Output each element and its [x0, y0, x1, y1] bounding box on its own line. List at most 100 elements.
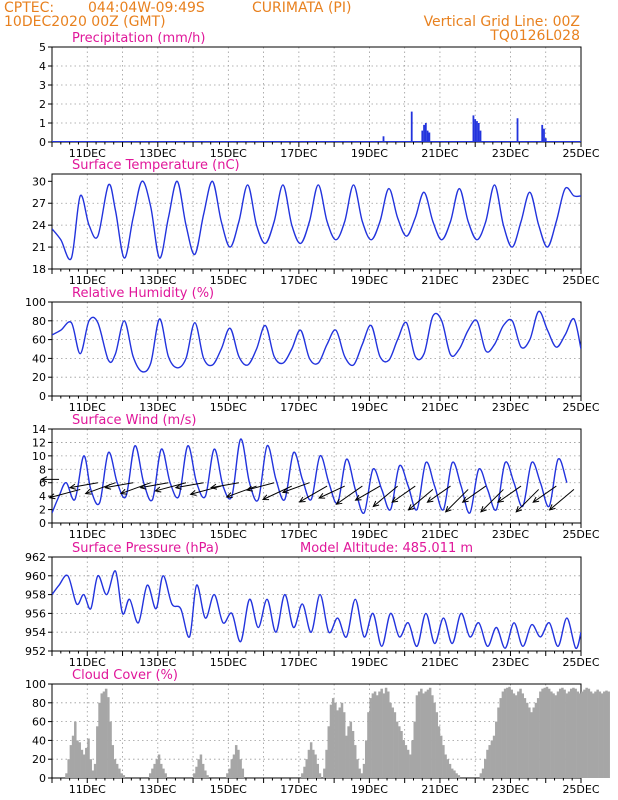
cloud-bar	[558, 688, 562, 778]
cloud-bar	[565, 693, 569, 778]
wind-arrow	[354, 485, 381, 501]
cloud-bar	[206, 775, 209, 778]
cloud-bar	[151, 768, 154, 778]
cloud-bar	[406, 749, 410, 778]
cloud-bar	[479, 773, 483, 778]
panel-title: Surface Wind (m/s)	[72, 413, 196, 428]
wind-arrow-head	[354, 494, 362, 501]
y-tick-label: 80	[32, 315, 46, 328]
y-tick-label: 14	[32, 423, 46, 436]
y-tick-label: 952	[25, 645, 46, 658]
wind-arrow-shaft	[246, 482, 275, 491]
x-tick-label: 13DEC	[139, 401, 176, 414]
cloud-bar	[428, 687, 432, 778]
x-tick-label: 21DEC	[421, 401, 458, 414]
x-tick-label: 19DEC	[351, 528, 388, 541]
x-tick-label: 25DEC	[562, 147, 599, 160]
wind-arrow-head	[245, 485, 253, 492]
x-tick-label: 25DEC	[562, 783, 599, 796]
cloud-bar	[237, 749, 240, 778]
header-model-code: TQ0126L028	[489, 28, 580, 44]
y-tick-label: 2	[39, 98, 46, 111]
x-tick-label: 11DEC	[69, 783, 106, 796]
cloud-bar	[314, 754, 317, 778]
y-tick-label: 100	[25, 296, 46, 309]
cloud-bar	[417, 691, 421, 778]
cloud-bar	[435, 712, 439, 778]
cloud-bar	[201, 763, 205, 778]
x-tick-label: 23DEC	[492, 401, 529, 414]
x-tick-label: 11DEC	[69, 401, 106, 414]
wind-arrow-head	[281, 487, 289, 494]
cloud-bar	[490, 740, 494, 778]
wind-arrow-head	[154, 486, 162, 493]
y-tick-label: 0	[39, 517, 46, 530]
cloud-bar	[587, 688, 591, 778]
y-tick-label: 20	[32, 371, 46, 384]
y-tick-label: 3	[39, 79, 46, 92]
wind-arrow-head	[480, 506, 487, 513]
wind-arrow	[189, 485, 222, 496]
wind-arrow-head	[372, 500, 380, 508]
cloud-bar	[378, 691, 381, 778]
cloud-bar	[523, 698, 527, 778]
cloud-bar	[80, 749, 84, 778]
cloud-bar	[342, 712, 346, 778]
cloud-bar	[364, 740, 368, 778]
cloud-bar	[528, 707, 531, 778]
wind-arrow-head	[496, 496, 504, 503]
cloud-bar	[239, 759, 242, 778]
cloud-bar	[303, 766, 306, 778]
precip-bar	[544, 138, 547, 142]
cloud-bar	[67, 759, 70, 778]
cloud-bar	[226, 773, 229, 778]
panel-title: Precipitation (mm/h)	[72, 31, 205, 46]
cloud-bar	[85, 747, 88, 778]
panel-annotation: Model Altitude: 485.011 m	[300, 541, 473, 556]
wind-arrow	[318, 485, 345, 499]
cloud-bar	[506, 687, 509, 778]
cloud-bar	[583, 689, 586, 778]
cloud-bar	[305, 759, 308, 778]
wind-arrow-head	[119, 488, 127, 495]
x-tick-label: 25DEC	[562, 528, 599, 541]
cloud-bar	[512, 693, 516, 778]
cloud-bar	[589, 691, 593, 778]
cloud-bar	[204, 770, 207, 778]
cloud-bar	[153, 763, 156, 778]
cloud-bar	[160, 763, 163, 778]
cloud-bar	[358, 768, 361, 778]
cloud-bar	[495, 721, 498, 778]
cloud-bar	[391, 707, 394, 778]
cloud-bar	[521, 693, 524, 778]
x-tick-label: 23DEC	[492, 783, 529, 796]
header-source: CPTEC:	[4, 0, 54, 16]
wind-arrow-head	[515, 506, 523, 513]
cloud-bar	[600, 693, 604, 778]
cloud-bar	[74, 721, 77, 778]
cloud-bar	[387, 691, 390, 778]
cloud-bar	[501, 691, 505, 778]
cloud-bar	[545, 686, 549, 778]
panel-pressure: 952 954 956 958 960 962 11DEC 13DEC 15DEC 17DEC 19…	[25, 541, 600, 669]
cloud-bar	[312, 749, 315, 778]
cloud-bar	[107, 697, 110, 778]
cloud-bar	[241, 768, 245, 778]
cloud-bar	[543, 687, 547, 778]
wind-arrow-head	[48, 493, 56, 500]
cloud-bar	[89, 759, 92, 778]
wind-arrow-shaft	[549, 489, 575, 511]
cloud-bar	[508, 686, 511, 778]
cloud-bar	[439, 735, 443, 778]
wind-arrow-shaft	[497, 485, 522, 503]
wind-arrow-head	[407, 504, 415, 511]
cloud-bar	[309, 742, 313, 778]
wind-arrow-head	[532, 496, 540, 503]
cloud-bar	[345, 735, 348, 778]
wind-arrow-head	[189, 489, 197, 496]
cloud-bar	[404, 745, 408, 778]
x-tick-label: 25DEC	[562, 656, 599, 669]
y-tick-label: 27	[32, 197, 46, 210]
cloud-bar	[338, 707, 342, 778]
